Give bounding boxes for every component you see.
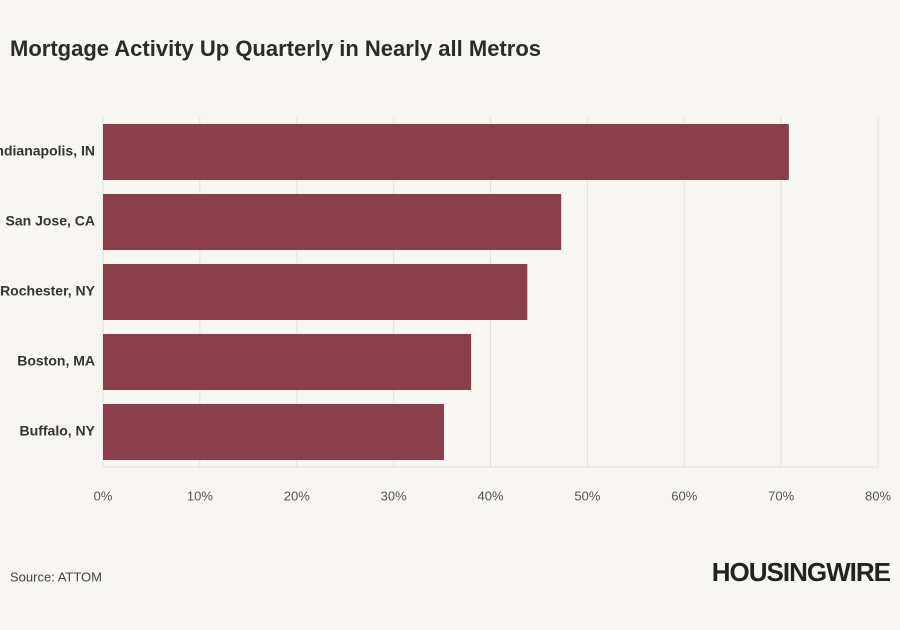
x-tick-label: 50% [574,488,600,503]
source: Source: ATTOM [10,569,102,584]
y-tick-label: Indianapolis, IN [0,143,95,159]
y-tick-label: San Jose, CA [6,213,95,229]
bar [103,264,528,320]
bar [103,124,789,180]
x-tick-label: 0% [94,488,113,503]
x-tick-label: 80% [865,488,891,503]
x-tick-label: 40% [477,488,503,503]
x-tick-label: 30% [381,488,407,503]
y-tick-label: Buffalo, NY [20,423,96,439]
brand-logo: HOUSINGWIRE [712,557,891,587]
x-tick-label: 60% [671,488,697,503]
x-tick-label: 10% [187,488,213,503]
x-tick-label: 70% [768,488,794,503]
bar [103,194,562,250]
bar [103,334,472,390]
bar [103,404,444,460]
x-tick-label: 20% [284,488,310,503]
y-tick-label: Boston, MA [17,353,95,369]
y-tick-label: Rochester, NY [0,283,96,299]
chart-title: Mortgage Activity Up Quarterly in Nearly… [10,36,541,61]
